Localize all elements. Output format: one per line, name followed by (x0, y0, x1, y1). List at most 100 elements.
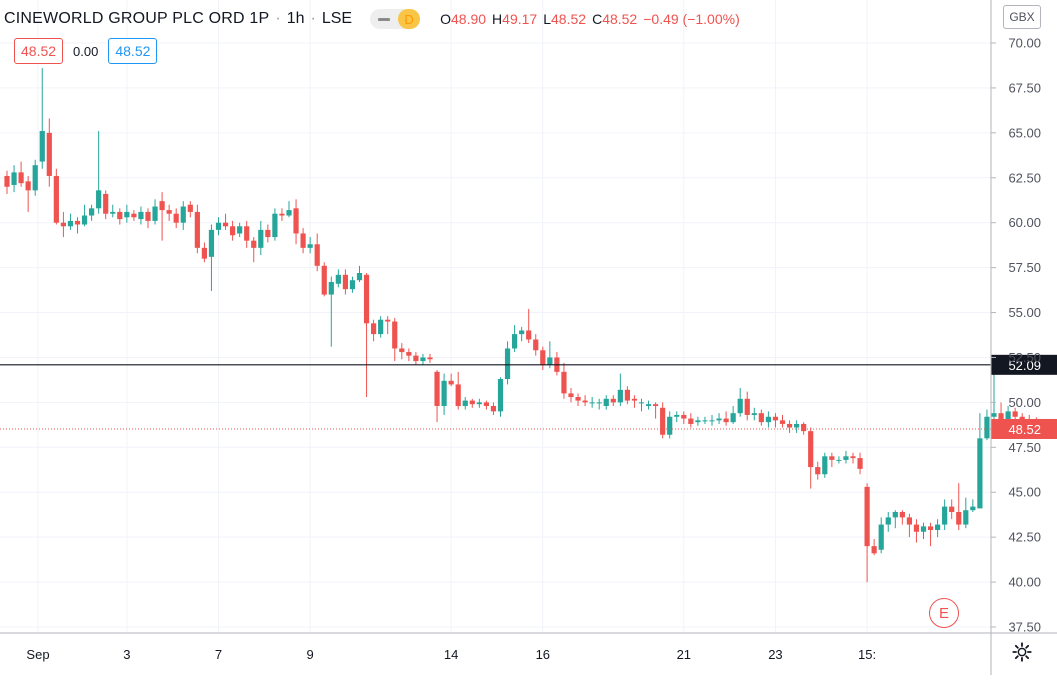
candle-body (314, 244, 320, 266)
candle (617, 373, 623, 406)
candle-body (67, 220, 74, 227)
candle-body (392, 321, 398, 349)
candle-body (624, 389, 630, 401)
candle (808, 427, 814, 489)
candle-body (427, 357, 433, 360)
y-tick-label: 37.50 (1008, 620, 1041, 635)
trade-panel: 48.52 0.00 48.52 (14, 38, 158, 64)
x-tick-label: 21 (677, 647, 691, 662)
x-tick-label: Sep (26, 647, 49, 662)
candle (568, 388, 574, 403)
candle (180, 201, 186, 230)
candle (145, 208, 151, 229)
candle (321, 262, 327, 297)
currency-button[interactable]: GBX (1003, 5, 1041, 29)
candle-body (399, 348, 405, 353)
candle-body (857, 458, 863, 469)
candle-body (660, 407, 666, 435)
candle-body (1019, 416, 1025, 421)
candle-body (448, 380, 454, 385)
candle-body (342, 274, 348, 290)
candle (307, 237, 313, 254)
candle-body (610, 398, 616, 403)
x-tick-label: 3 (123, 647, 130, 662)
candle (131, 210, 137, 221)
spread-value: 0.00 (73, 43, 99, 59)
candle-body (356, 273, 363, 281)
candle (786, 420, 793, 433)
candle-body (533, 339, 539, 351)
time-axis[interactable]: Sep 3 7 9 14 16 21 23 15: (0, 632, 1057, 662)
candle-body (455, 384, 461, 406)
candle (645, 400, 652, 410)
candle-body (695, 420, 701, 423)
candle (215, 217, 222, 236)
candle (596, 398, 602, 410)
candle-body (476, 402, 482, 405)
candle-body (81, 215, 88, 225)
candle (836, 456, 842, 464)
candle (751, 407, 757, 421)
y-tick-label: 60.00 (1008, 215, 1041, 230)
candle (448, 373, 454, 387)
candle-body (349, 280, 356, 290)
candle (53, 168, 59, 225)
candle (779, 414, 786, 428)
horizontal-line[interactable]: 48.52 52.09 (0, 354, 1057, 439)
candle (744, 391, 750, 421)
gear-icon[interactable] (1011, 641, 1033, 663)
candle (765, 411, 771, 428)
market-status-toggle[interactable]: D (370, 9, 421, 29)
candle (526, 308, 532, 344)
candle (956, 483, 962, 530)
candle (864, 483, 870, 583)
candle (11, 165, 17, 193)
candle-body (180, 206, 186, 223)
candle-body (998, 413, 1004, 423)
candle-body (89, 208, 95, 216)
sell-button[interactable]: 48.52 (14, 38, 64, 64)
symbol-header: CINEWORLD GROUP PLC ORD 1P · 1h · LSE D … (4, 6, 740, 32)
candle-body (765, 416, 771, 423)
candle-body (497, 379, 504, 412)
candle-body (801, 423, 807, 432)
candle (794, 420, 800, 433)
candle (829, 452, 835, 468)
candle (427, 353, 433, 363)
candle (110, 204, 116, 218)
candle (371, 319, 377, 342)
symbol-title[interactable]: CINEWORLD GROUP PLC ORD 1P (4, 10, 270, 27)
candle-body (371, 323, 377, 335)
candle-body (836, 459, 842, 461)
buy-button[interactable]: 48.52 (108, 38, 158, 64)
candle-body (406, 352, 412, 356)
candle-body (568, 393, 574, 397)
interval-label[interactable]: 1h (286, 10, 305, 27)
candle (850, 452, 856, 464)
ohlc-close: C48.52 (592, 11, 638, 27)
candle-body (483, 402, 489, 406)
candle (335, 269, 341, 288)
candle (272, 208, 278, 241)
candle (152, 199, 158, 225)
price-axis[interactable]: 70.00 67.50 65.00 62.50 60.00 57.50 55.00 52.50… (990, 0, 1041, 675)
candles (4, 68, 1039, 583)
horizontal-line-tag (991, 354, 1057, 375)
candle-body (864, 486, 870, 547)
candle (892, 510, 898, 529)
candle (624, 386, 630, 405)
candle (328, 276, 334, 347)
candle (942, 499, 948, 530)
candle (737, 388, 743, 417)
candle-body (963, 510, 969, 525)
candle (681, 411, 687, 424)
y-tick-label: 55.00 (1008, 305, 1041, 320)
candle (540, 346, 546, 371)
candle (497, 377, 504, 417)
candle-body (681, 414, 687, 419)
exchange-label: LSE (321, 10, 353, 27)
earnings-marker[interactable]: E (929, 598, 959, 628)
candle (74, 217, 81, 234)
